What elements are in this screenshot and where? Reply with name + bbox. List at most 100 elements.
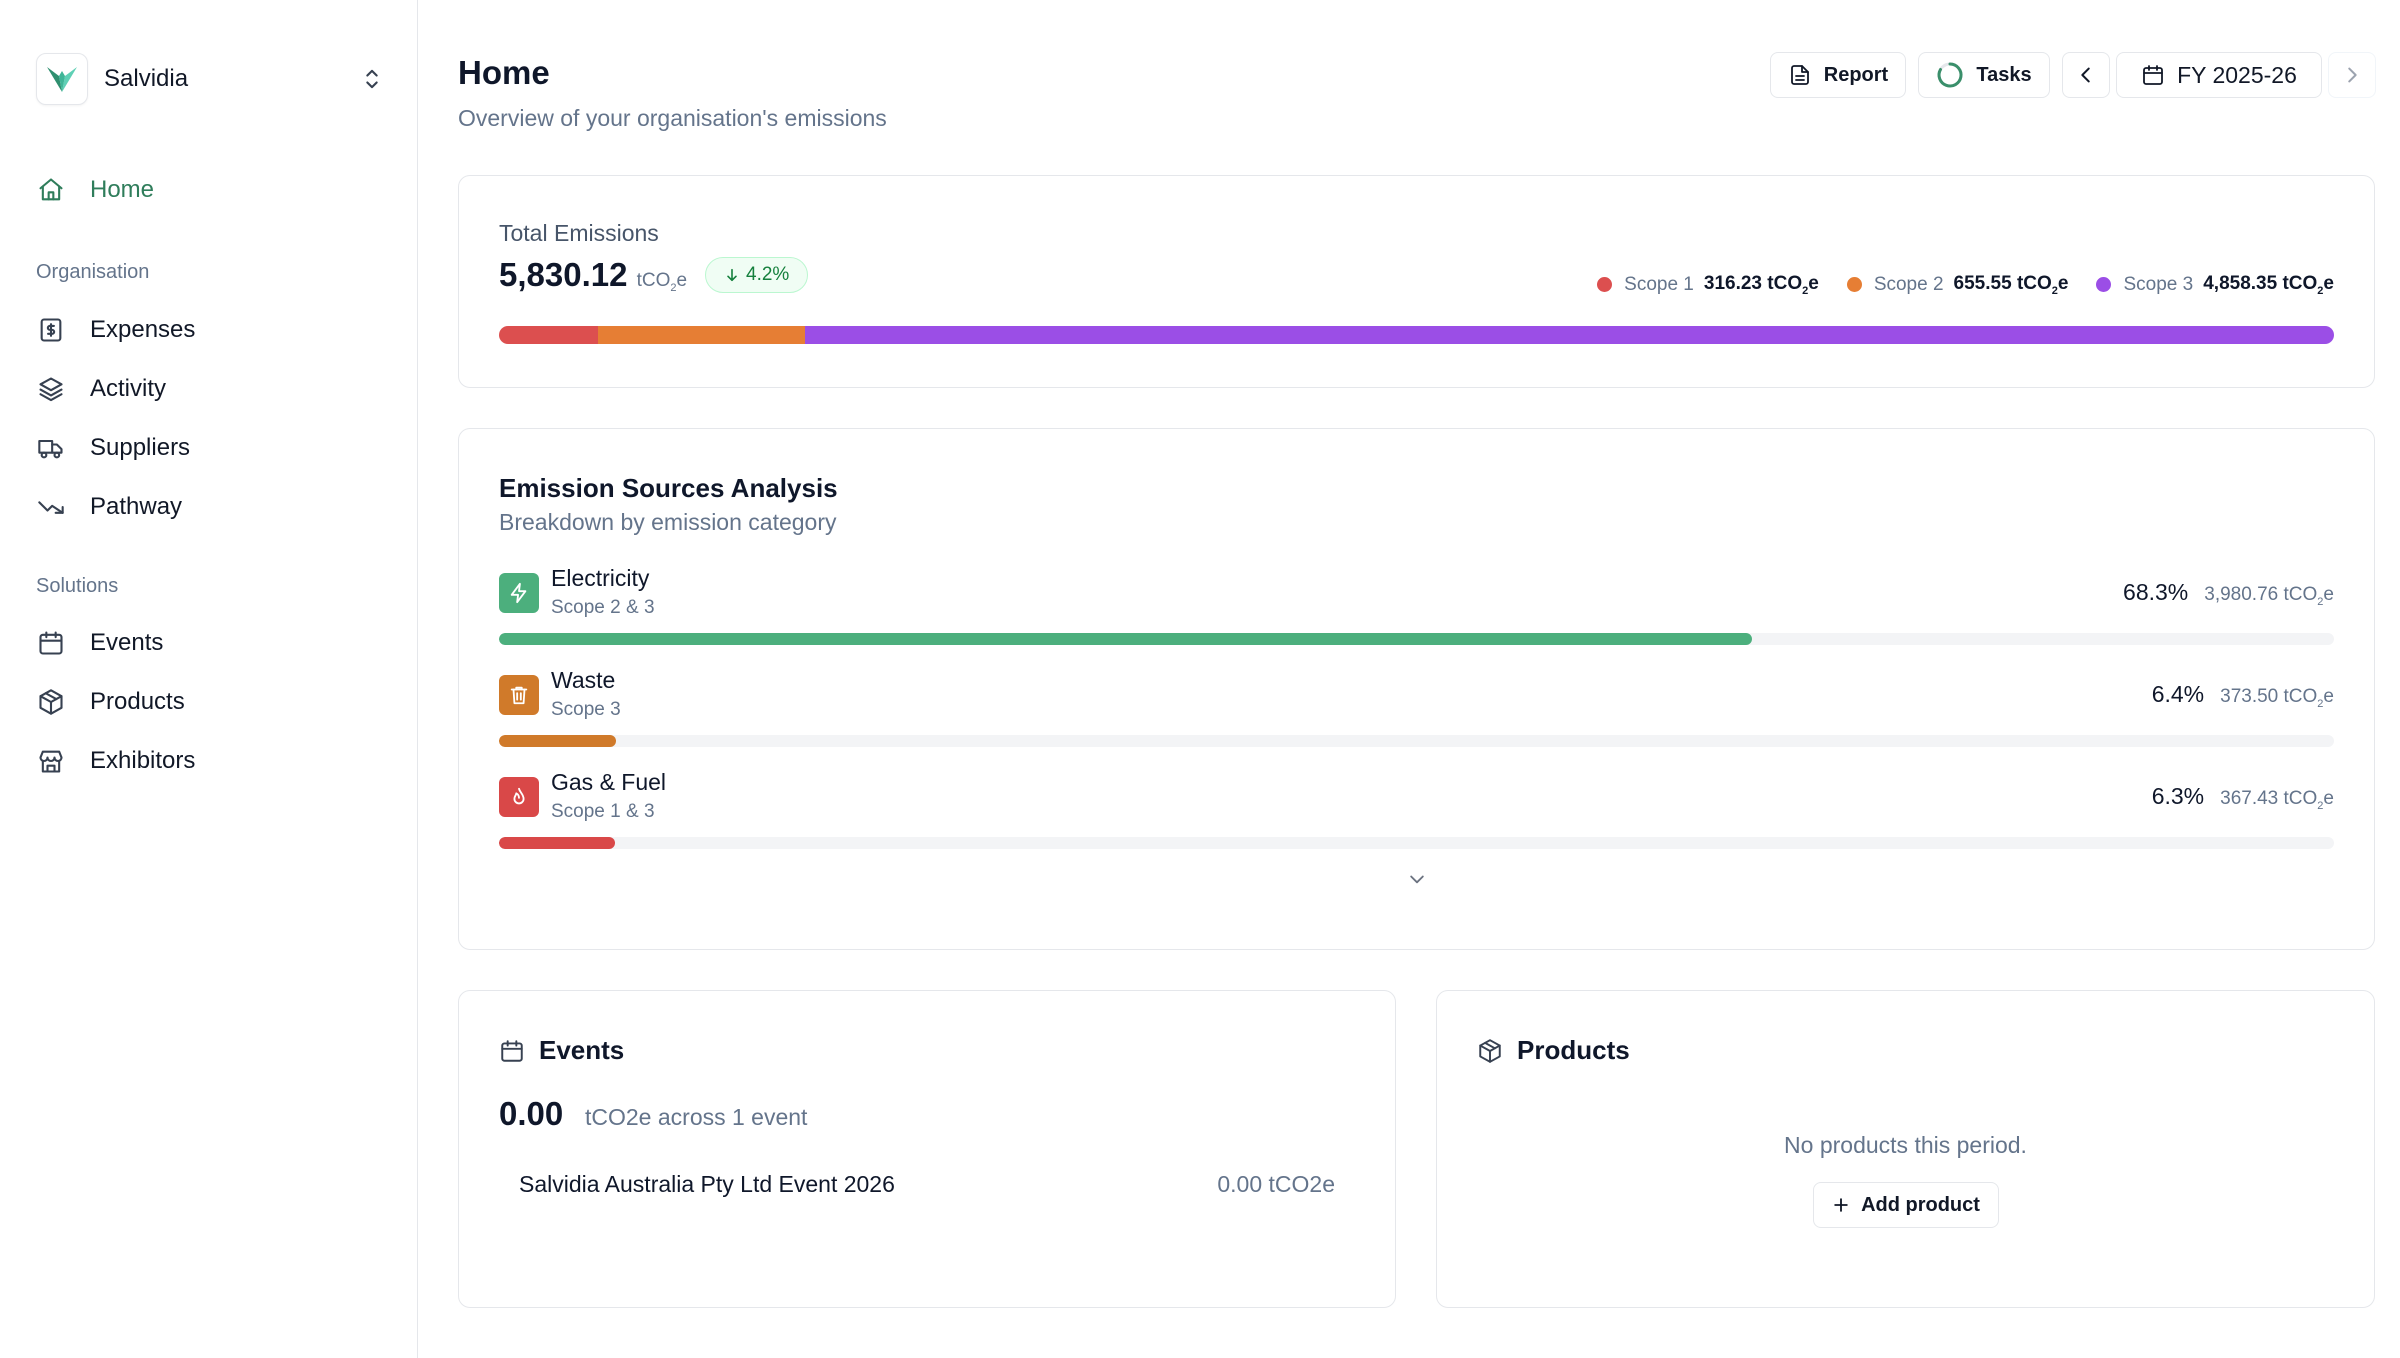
progress-ring-icon <box>1936 61 1964 89</box>
source-percent: 6.4% <box>2151 681 2205 707</box>
emission-sources-subtitle: Breakdown by emission category <box>499 509 837 535</box>
source-name: Gas & Fuel <box>551 769 667 795</box>
org-name: Salvidia <box>104 65 189 92</box>
tasks-button[interactable]: Tasks <box>1918 52 2050 98</box>
source-percent: 68.3% <box>2123 579 2189 605</box>
plus-icon <box>1831 1195 1851 1215</box>
scope-2-segment <box>598 326 805 344</box>
total-emissions-label: Total Emissions <box>499 220 659 246</box>
nav-item-expenses[interactable]: Expenses <box>36 305 382 355</box>
event-value: 0.00 tCO2e <box>1217 1170 1335 1197</box>
layers-icon <box>36 374 66 404</box>
source-scope: Scope 2 & 3 <box>551 597 655 618</box>
nav-item-label: Products <box>90 688 185 715</box>
arrow-down-icon <box>724 267 740 283</box>
nav-item-products[interactable]: Products <box>36 677 382 727</box>
nav-item-exhibitors[interactable]: Exhibitors <box>36 736 382 786</box>
next-period-button[interactable] <box>2328 52 2376 98</box>
source-progress-track <box>499 633 2334 645</box>
legend-item-scope-3: Scope 3 4,858.35 tCO2e <box>2096 273 2334 297</box>
source-scope: Scope 1 & 3 <box>551 801 655 822</box>
scope-3-dot <box>2096 277 2112 293</box>
nav-item-pathway[interactable]: Pathway <box>36 482 382 532</box>
total-emissions-card: Total Emissions 5,830.12 tCO2e 4.2% Scop… <box>458 175 2375 388</box>
source-progress-fill <box>499 633 1753 645</box>
trash-icon <box>499 675 539 715</box>
nav-item-label: Expenses <box>90 316 196 343</box>
source-value: 373.50 tCO2e <box>2220 686 2334 710</box>
receipt-icon <box>36 315 66 345</box>
source-progress-fill <box>499 735 617 747</box>
source-name: Waste <box>551 667 616 693</box>
nav-item-label: Events <box>90 629 164 656</box>
source-progress-track <box>499 735 2334 747</box>
scope-2-dot <box>1846 277 1862 293</box>
source-name: Electricity <box>551 565 650 591</box>
sidebar: Salvidia Home Organisation Expenses Acti… <box>0 0 418 1358</box>
source-progress-fill <box>499 837 615 849</box>
source-value: 367.43 tCO2e <box>2220 788 2334 812</box>
nav-group-solutions: Solutions <box>36 575 119 597</box>
add-product-button[interactable]: Add product <box>1812 1182 1999 1228</box>
trending-down-icon <box>36 492 66 522</box>
nav-group-organisation: Organisation <box>36 261 150 283</box>
nav-item-label: Exhibitors <box>90 747 196 774</box>
nav-item-label: Home <box>90 176 155 203</box>
legend-item-scope-1: Scope 1 316.23 tCO2e <box>1597 273 1819 297</box>
scope-1-segment <box>499 326 599 344</box>
flame-icon <box>499 777 539 817</box>
file-text-icon <box>1788 63 1812 87</box>
nav-item-label: Activity <box>90 375 167 402</box>
calendar-icon <box>499 1038 525 1064</box>
calendar-icon <box>2141 63 2165 87</box>
nav-item-home[interactable]: Home <box>36 165 382 215</box>
total-emissions-value: 5,830.12 tCO2e <box>499 256 688 294</box>
nav-item-events[interactable]: Events <box>36 618 382 668</box>
bolt-icon <box>499 573 539 613</box>
scope-stacked-bar <box>499 326 2334 344</box>
legend-item-scope-2: Scope 2 655.55 tCO2e <box>1846 273 2068 297</box>
events-card: Events 0.00 tCO2e across 1 event Salvidi… <box>458 990 1396 1308</box>
home-icon <box>36 175 66 205</box>
source-row-gas-fuel: Gas & Fuel Scope 1 & 3 6.3% 367.43 tCO2e <box>499 769 2334 849</box>
products-empty-message: No products this period. <box>1784 1132 2027 1158</box>
chevron-right-icon <box>2341 64 2363 86</box>
calendar-icon <box>36 628 66 658</box>
scope-1-dot <box>1597 277 1613 293</box>
page-title: Home <box>458 54 550 91</box>
scope-legend: Scope 1 316.23 tCO2e Scope 2 655.55 tCO2… <box>1569 273 2334 297</box>
package-icon <box>1477 1038 1503 1064</box>
source-value: 3,980.76 tCO2e <box>2204 584 2334 608</box>
chevrons-up-down-icon <box>358 65 386 93</box>
package-icon <box>36 687 66 717</box>
nav-item-label: Suppliers <box>90 434 191 461</box>
period-selector[interactable]: FY 2025-26 <box>2116 52 2322 98</box>
report-button[interactable]: Report <box>1770 52 1906 98</box>
chevron-left-icon <box>2075 64 2097 86</box>
nav-item-suppliers[interactable]: Suppliers <box>36 423 382 473</box>
org-switcher[interactable]: Salvidia <box>36 52 386 106</box>
prev-period-button[interactable] <box>2062 52 2110 98</box>
products-title: Products <box>1517 1035 1630 1065</box>
nav-item-activity[interactable]: Activity <box>36 364 382 414</box>
source-scope: Scope 3 <box>551 699 621 720</box>
unit-label: tCO2e <box>636 270 688 294</box>
expand-sources-chevron-down-icon[interactable] <box>1407 869 1427 889</box>
source-row-waste: Waste Scope 3 6.4% 373.50 tCO2e <box>499 667 2334 747</box>
truck-icon <box>36 433 66 463</box>
source-percent: 6.3% <box>2151 783 2205 809</box>
events-title: Events <box>539 1035 625 1065</box>
store-icon <box>36 746 66 776</box>
emission-sources-title: Emission Sources Analysis <box>499 473 838 503</box>
source-row-electricity: Electricity Scope 2 & 3 68.3% 3,980.76 t… <box>499 565 2334 645</box>
events-total-value: 0.00 <box>499 1095 564 1132</box>
change-badge: 4.2% <box>705 257 809 293</box>
products-card: Products No products this period. Add pr… <box>1436 990 2375 1308</box>
event-name: Salvidia Australia Pty Ltd Event 2026 <box>519 1170 895 1197</box>
event-row[interactable]: Salvidia Australia Pty Ltd Event 2026 0.… <box>499 1159 1355 1209</box>
org-logo <box>36 53 88 105</box>
emission-sources-card: Emission Sources Analysis Breakdown by e… <box>458 428 2375 950</box>
scope-3-segment <box>804 326 2334 344</box>
source-progress-track <box>499 837 2334 849</box>
page-subtitle: Overview of your organisation's emission… <box>458 105 887 131</box>
